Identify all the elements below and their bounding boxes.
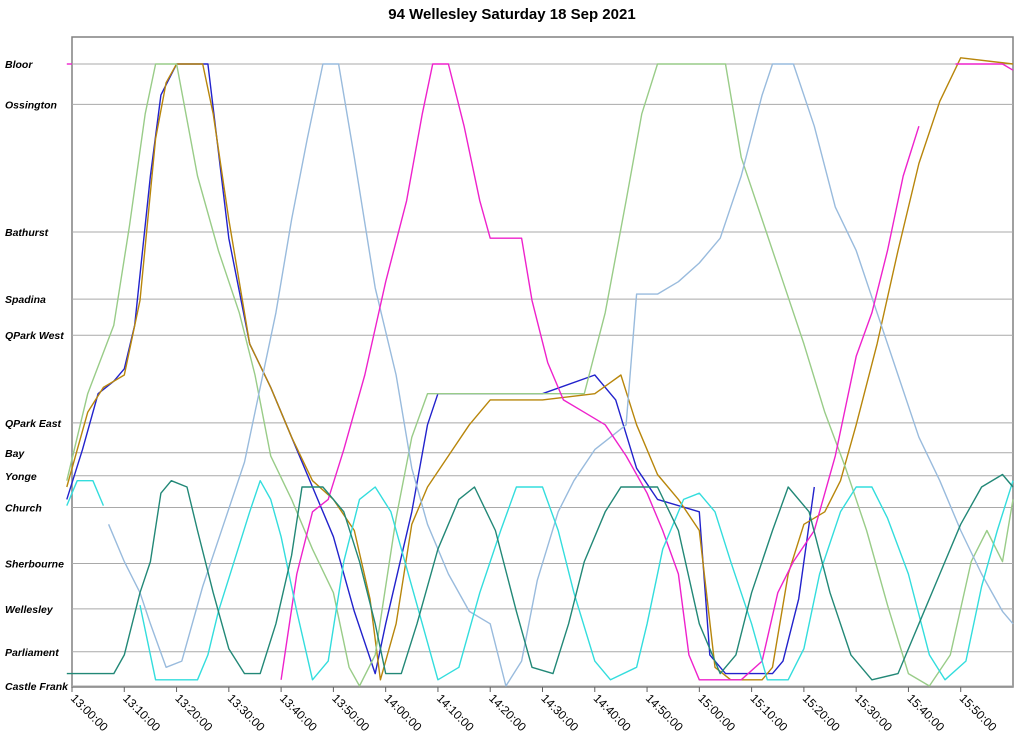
series-line <box>107 63 1014 687</box>
series-line <box>66 480 105 506</box>
y-tick-label: QPark East <box>5 418 62 430</box>
x-tick-label: 13:20:00 <box>172 691 215 734</box>
series-line <box>66 63 815 675</box>
series-line <box>280 63 920 681</box>
x-tick-label: 13:50:00 <box>329 691 372 734</box>
x-tick-label: 14:40:00 <box>591 691 634 734</box>
chart-title: 94 Wellesley Saturday 18 Sep 2021 <box>388 6 636 23</box>
y-tick-label: QPark West <box>5 330 64 342</box>
y-tick-label: Sherbourne <box>5 558 64 570</box>
y-tick-label: Yonge <box>5 471 37 483</box>
y-tick-label: Bay <box>5 448 25 460</box>
x-tick-label: 15:30:00 <box>852 691 895 734</box>
x-tick-label: 14:20:00 <box>486 691 529 734</box>
x-tick-label: 15:20:00 <box>800 691 843 734</box>
x-tick-label: 13:00:00 <box>68 691 111 734</box>
series-line <box>139 480 1014 681</box>
series-line <box>66 473 1014 681</box>
x-tick-label: 15:40:00 <box>904 691 947 734</box>
x-tick-label: 14:10:00 <box>434 691 477 734</box>
x-tick-label: 15:10:00 <box>747 691 790 734</box>
y-tick-label: Castle Frank <box>5 681 69 693</box>
x-tick-label: 14:30:00 <box>538 691 581 734</box>
x-tick-label: 15:00:00 <box>695 691 738 734</box>
x-tick-label: 13:40:00 <box>277 691 320 734</box>
y-tick-label: Bloor <box>5 59 33 71</box>
y-tick-label: Ossington <box>5 99 57 111</box>
series-line <box>66 63 1014 687</box>
x-tick-label: 14:00:00 <box>382 691 425 734</box>
series-line <box>66 57 1014 681</box>
y-tick-label: Parliament <box>5 647 59 659</box>
y-tick-label: Bathurst <box>5 227 49 239</box>
x-tick-label: 13:10:00 <box>120 691 163 734</box>
x-tick-label: 14:50:00 <box>643 691 686 734</box>
y-tick-label: Church <box>5 502 42 514</box>
y-tick-label: Spadina <box>5 294 46 306</box>
series-line <box>955 63 1014 71</box>
y-tick-label: Wellesley <box>5 604 54 616</box>
x-tick-label: 13:30:00 <box>225 691 268 734</box>
x-tick-label: 15:50:00 <box>957 691 1000 734</box>
